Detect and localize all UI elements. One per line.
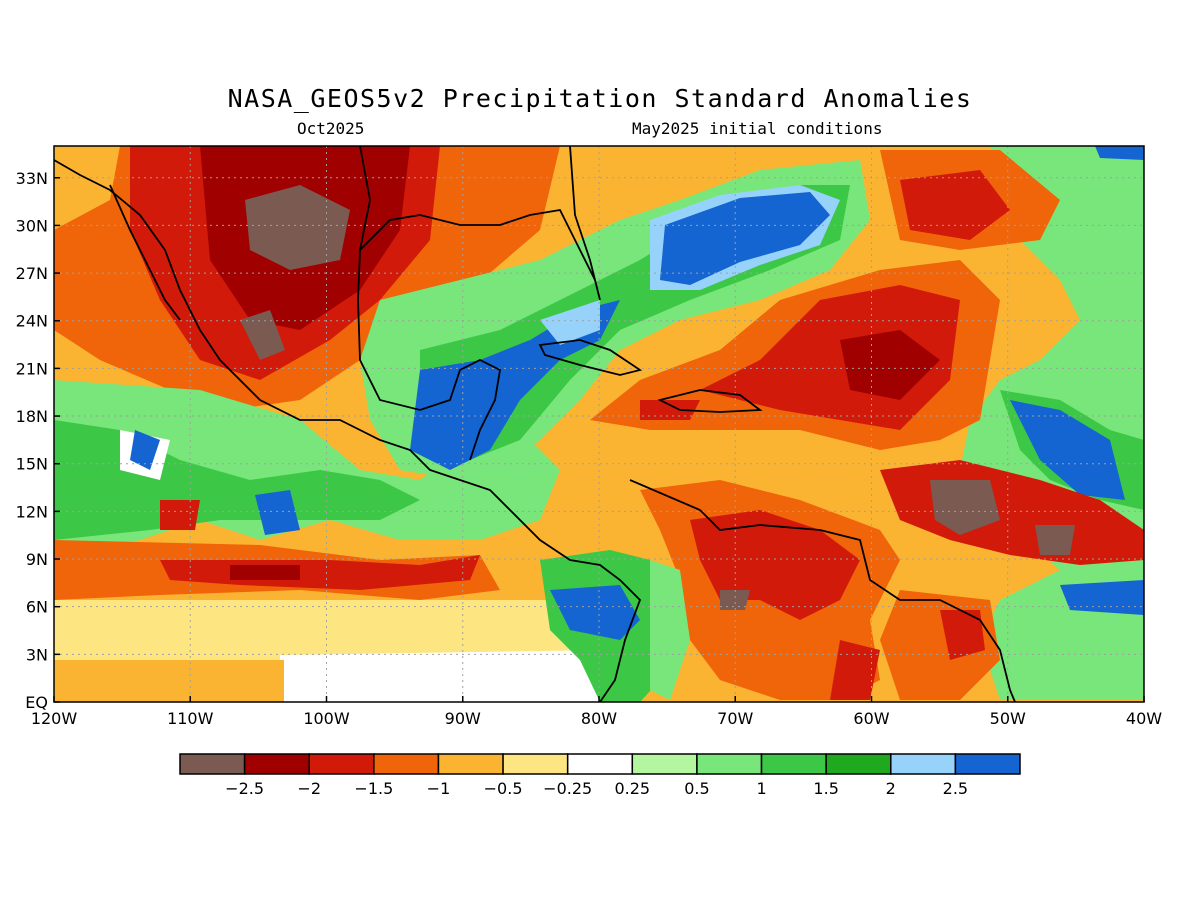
lat-tick-label: 27N — [16, 264, 48, 283]
colorbar-swatch — [566, 753, 634, 775]
initial-conditions: May2025 initial conditions — [632, 119, 883, 138]
forecast-month: Oct2025 — [297, 119, 365, 138]
colorbar-swatch — [825, 753, 892, 775]
colorbar-label: −2.5 — [225, 779, 264, 798]
colorbar-labels: −2.5 −2 −1.5 −1 −0.5 −0.25 0.25 0.5 1 1.5 2 2.5 — [225, 779, 968, 798]
map-gridlines — [54, 146, 1144, 702]
lat-tick-label: 3N — [26, 645, 48, 664]
map-title: NASA_GEOS5v2 Precipitation Standard Anom… — [227, 84, 973, 113]
colorbar-swatch — [308, 753, 375, 775]
colorbar-label: 0.25 — [614, 779, 650, 798]
lon-tick-label: 120W — [31, 709, 78, 728]
lon-tick-label: 50W — [990, 709, 1026, 728]
lat-tick-label: 33N — [16, 169, 48, 188]
lat-tick-label: 12N — [16, 502, 48, 521]
lon-tick-label: 110W — [167, 709, 214, 728]
colorbar-swatch — [502, 753, 569, 775]
latitude-labels: EQ 3N 6N 9N 12N 15N 18N 21N 24N 27N 30N 33N — [16, 169, 60, 712]
colorbar-label: −0.5 — [484, 779, 523, 798]
lon-tick-label: 40W — [1126, 709, 1162, 728]
colorbar-swatch — [373, 753, 440, 775]
colorbar-label: −1 — [427, 779, 451, 798]
colorbar-swatch — [890, 753, 957, 775]
colorbar-label: 1.5 — [813, 779, 838, 798]
lat-tick-label: 6N — [26, 598, 48, 617]
longitude-labels: 120W 110W 100W 90W 80W 70W 60W 50W 40W — [31, 696, 1162, 728]
lon-tick-label: 80W — [581, 709, 617, 728]
lon-tick-label: 100W — [303, 709, 350, 728]
colorbar-label: 1 — [756, 779, 766, 798]
lat-tick-label: 9N — [26, 550, 48, 569]
colorbar-swatch — [243, 753, 310, 775]
lon-tick-label: 70W — [717, 709, 753, 728]
colorbar-swatch — [437, 753, 504, 775]
anomaly-field — [54, 146, 1144, 702]
colorbar-swatch — [760, 753, 827, 775]
colorbar-swatch — [631, 753, 698, 775]
colorbar-swatch — [179, 753, 246, 775]
lon-tick-label: 90W — [445, 709, 481, 728]
colorbar-swatch — [696, 753, 763, 775]
colorbar-label: 2 — [886, 779, 896, 798]
colorbar-label: 2.5 — [943, 779, 968, 798]
lat-tick-label: 30N — [16, 216, 48, 235]
coastlines — [54, 146, 1016, 702]
lat-tick-label: 18N — [16, 407, 48, 426]
colorbar-label: −2 — [297, 779, 321, 798]
lat-tick-label: 21N — [16, 359, 48, 378]
colorbar — [179, 753, 1021, 775]
colorbar-label: 0.5 — [684, 779, 709, 798]
colorbar-swatch — [954, 753, 1021, 775]
lon-tick-label: 60W — [853, 709, 889, 728]
lat-tick-label: EQ — [25, 693, 48, 712]
lat-tick-label: 15N — [16, 455, 48, 474]
colorbar-label: −0.25 — [543, 779, 592, 798]
lat-tick-label: 24N — [16, 312, 48, 331]
colorbar-label: −1.5 — [354, 779, 393, 798]
